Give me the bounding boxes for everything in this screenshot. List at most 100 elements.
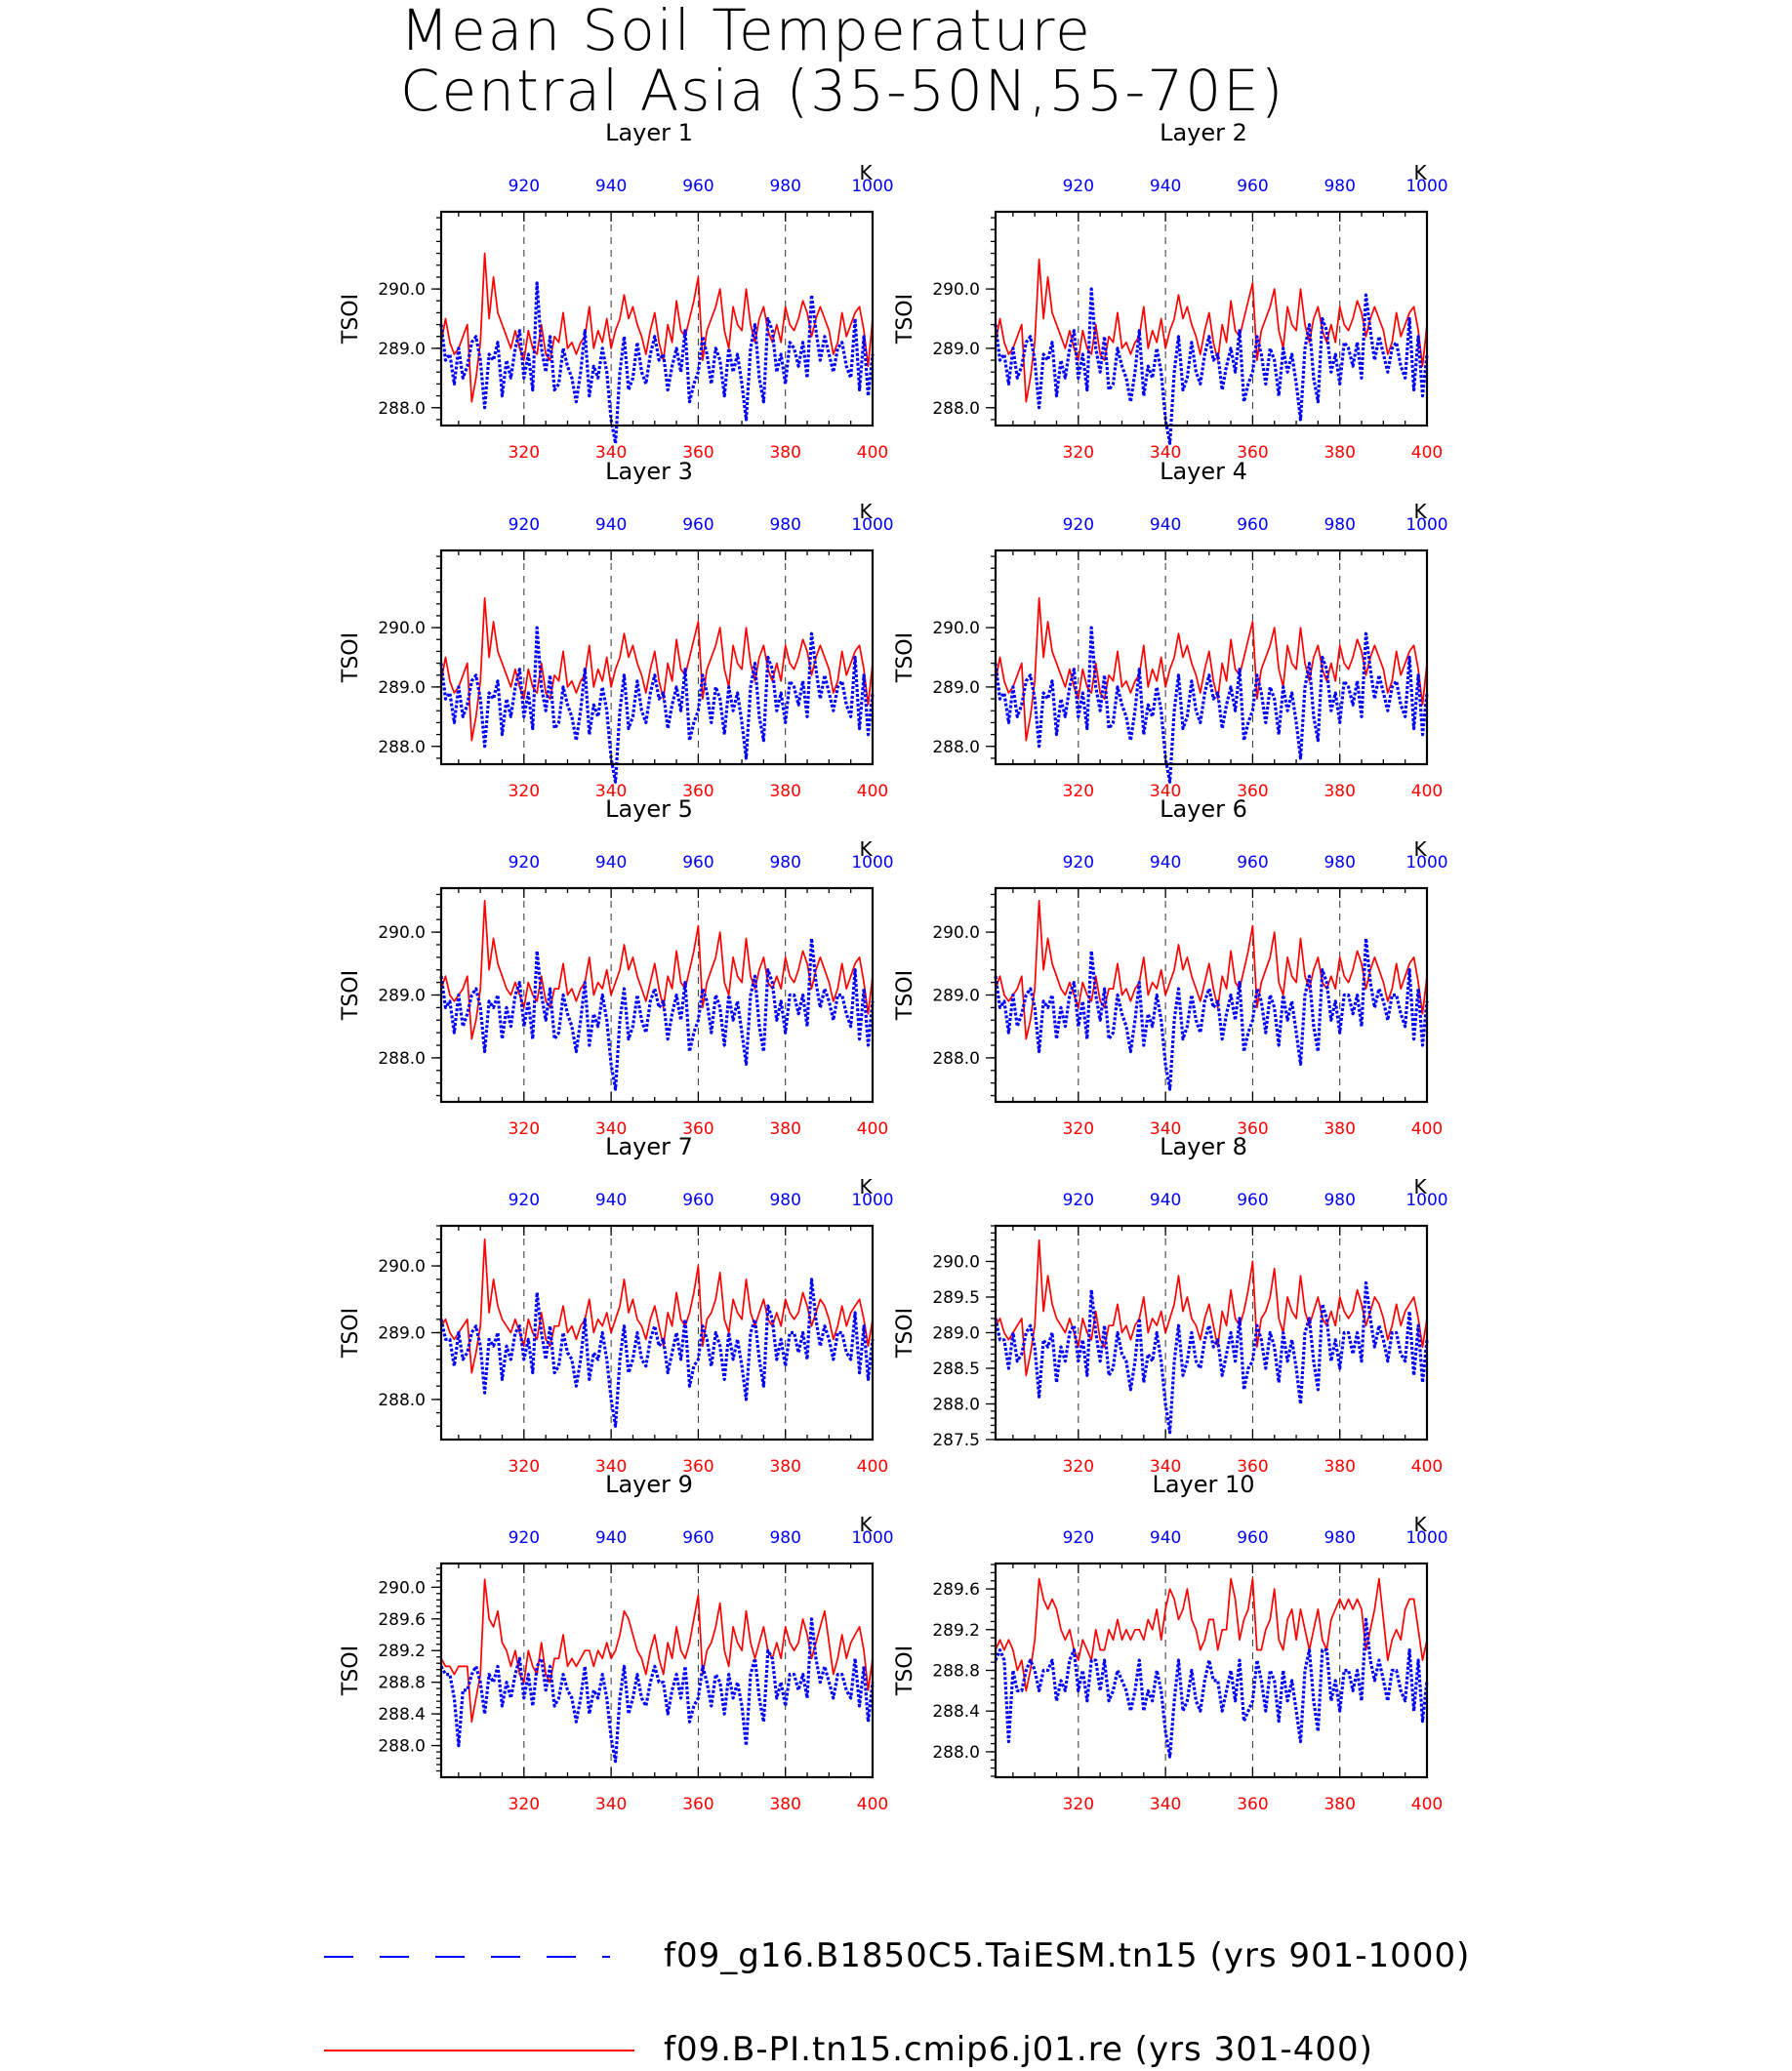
x-top-tick-label: 980 — [1324, 853, 1355, 873]
x-bottom-tick-label: 360 — [1237, 1457, 1268, 1477]
x-top-tick-label: 980 — [769, 515, 800, 535]
series-line-cmip6 — [995, 900, 1428, 1040]
x-top-units-label: K — [1413, 161, 1427, 184]
y-axis-label: TSOI — [339, 294, 363, 345]
x-top-tick-label: 980 — [769, 1191, 800, 1210]
x-top-units-label: K — [1413, 837, 1427, 861]
x-bottom-tick-label: 360 — [1237, 782, 1268, 801]
y-tick-label: 290.0 — [932, 923, 980, 943]
x-top-tick-label: 940 — [1150, 1528, 1181, 1548]
x-bottom-tick-label: 340 — [1150, 782, 1181, 801]
y-tick-label: 288.4 — [378, 1705, 426, 1725]
y-tick-label: 289.0 — [932, 987, 980, 1006]
x-top-tick-label: 960 — [1237, 515, 1268, 535]
x-top-tick-label: 1000 — [1405, 177, 1447, 196]
x-bottom-tick-label: 380 — [769, 782, 800, 801]
panel-title: Layer 9 — [605, 1471, 693, 1498]
x-bottom-tick-label: 400 — [1411, 782, 1443, 801]
x-top-tick-label: 940 — [1150, 515, 1181, 535]
x-top-units-label: K — [859, 837, 873, 861]
y-tick-label: 288.0 — [932, 1396, 980, 1415]
x-bottom-tick-label: 320 — [509, 443, 540, 463]
x-bottom-tick-label: 360 — [1237, 1119, 1268, 1139]
x-bottom-tick-label: 400 — [1411, 443, 1443, 463]
x-top-tick-label: 960 — [1237, 1528, 1268, 1548]
x-top-tick-label: 940 — [1150, 1191, 1181, 1210]
x-top-tick-label: 980 — [769, 177, 800, 196]
x-top-units-label: K — [859, 500, 873, 523]
y-tick-label: 288.0 — [932, 399, 980, 419]
series-line-taiesm — [994, 287, 1429, 445]
legend-label-taiesm: f09_g16.B1850C5.TaiESM.tn15 (yrs 901-100… — [664, 1936, 1471, 1975]
x-top-tick-label: 980 — [1324, 515, 1355, 535]
x-bottom-tick-label: 380 — [1324, 1795, 1355, 1814]
x-bottom-tick-label: 340 — [1150, 1795, 1181, 1814]
x-bottom-tick-label: 400 — [1411, 1119, 1443, 1139]
series-line-cmip6 — [995, 1577, 1428, 1692]
y-tick-label: 290.0 — [378, 1257, 426, 1277]
y-tick-label: 288.4 — [932, 1702, 980, 1722]
y-axis-label: TSOI — [893, 1308, 917, 1359]
x-bottom-tick-label: 400 — [857, 443, 888, 463]
x-top-tick-label: 1000 — [851, 853, 893, 873]
x-top-tick-label: 960 — [682, 1528, 713, 1548]
x-top-tick-label: 960 — [682, 1191, 713, 1210]
y-tick-label: 289.6 — [932, 1580, 980, 1600]
x-bottom-tick-label: 380 — [769, 1119, 800, 1139]
y-tick-label: 289.0 — [932, 340, 980, 359]
y-tick-label: 290.0 — [378, 923, 426, 943]
x-top-tick-label: 980 — [1324, 177, 1355, 196]
x-bottom-tick-label: 400 — [857, 782, 888, 801]
x-bottom-tick-label: 400 — [857, 1457, 888, 1477]
series-line-cmip6 — [995, 596, 1428, 742]
x-top-tick-label: 940 — [595, 1191, 627, 1210]
x-top-tick-label: 920 — [509, 1528, 540, 1548]
y-tick-label: 289.0 — [378, 678, 426, 698]
x-bottom-tick-label: 400 — [1411, 1795, 1443, 1814]
y-tick-label: 289.2 — [378, 1642, 426, 1661]
x-bottom-tick-label: 320 — [509, 1457, 540, 1477]
x-top-tick-label: 920 — [509, 853, 540, 873]
x-top-tick-label: 1000 — [851, 1191, 893, 1210]
x-top-units-label: K — [859, 161, 873, 184]
y-axis-label: TSOI — [893, 970, 917, 1021]
x-bottom-tick-label: 380 — [1324, 782, 1355, 801]
x-top-tick-label: 940 — [595, 1528, 627, 1548]
plot-frame — [439, 1562, 875, 1779]
y-axis-label: TSOI — [339, 632, 363, 683]
x-bottom-tick-label: 360 — [682, 1795, 713, 1814]
x-top-tick-label: 920 — [509, 1191, 540, 1210]
y-axis-label: TSOI — [339, 1308, 363, 1359]
series-line-cmip6 — [440, 1238, 874, 1374]
y-tick-label: 288.0 — [378, 1049, 426, 1069]
x-bottom-tick-label: 380 — [769, 1457, 800, 1477]
y-tick-label: 290.0 — [378, 280, 426, 300]
x-bottom-tick-label: 360 — [682, 1119, 713, 1139]
x-bottom-tick-label: 400 — [857, 1795, 888, 1814]
plot-frame — [994, 548, 1429, 766]
x-top-tick-label: 960 — [1237, 177, 1268, 196]
legend-swatches — [324, 1956, 634, 2051]
figure-title: Mean Soil Temperature Central Asia (35-5… — [400, 0, 1474, 121]
plot-frame — [439, 210, 875, 427]
x-bottom-tick-label: 340 — [1150, 1457, 1181, 1477]
x-bottom-tick-label: 320 — [1063, 1457, 1094, 1477]
x-top-tick-label: 960 — [682, 515, 713, 535]
y-axis-label: TSOI — [893, 1645, 917, 1696]
x-bottom-tick-label: 340 — [595, 1119, 627, 1139]
x-bottom-tick-label: 360 — [682, 1457, 713, 1477]
figure-title-line-1: Mean Soil Temperature — [400, 0, 1092, 63]
plot-frame — [994, 210, 1429, 427]
x-bottom-tick-label: 340 — [595, 443, 627, 463]
x-top-tick-label: 960 — [682, 853, 713, 873]
x-bottom-tick-label: 400 — [857, 1119, 888, 1139]
x-top-units-label: K — [859, 1175, 873, 1198]
x-top-tick-label: 980 — [769, 1528, 800, 1548]
y-tick-label: 290.0 — [932, 280, 980, 300]
x-top-tick-label: 1000 — [1405, 1528, 1447, 1548]
